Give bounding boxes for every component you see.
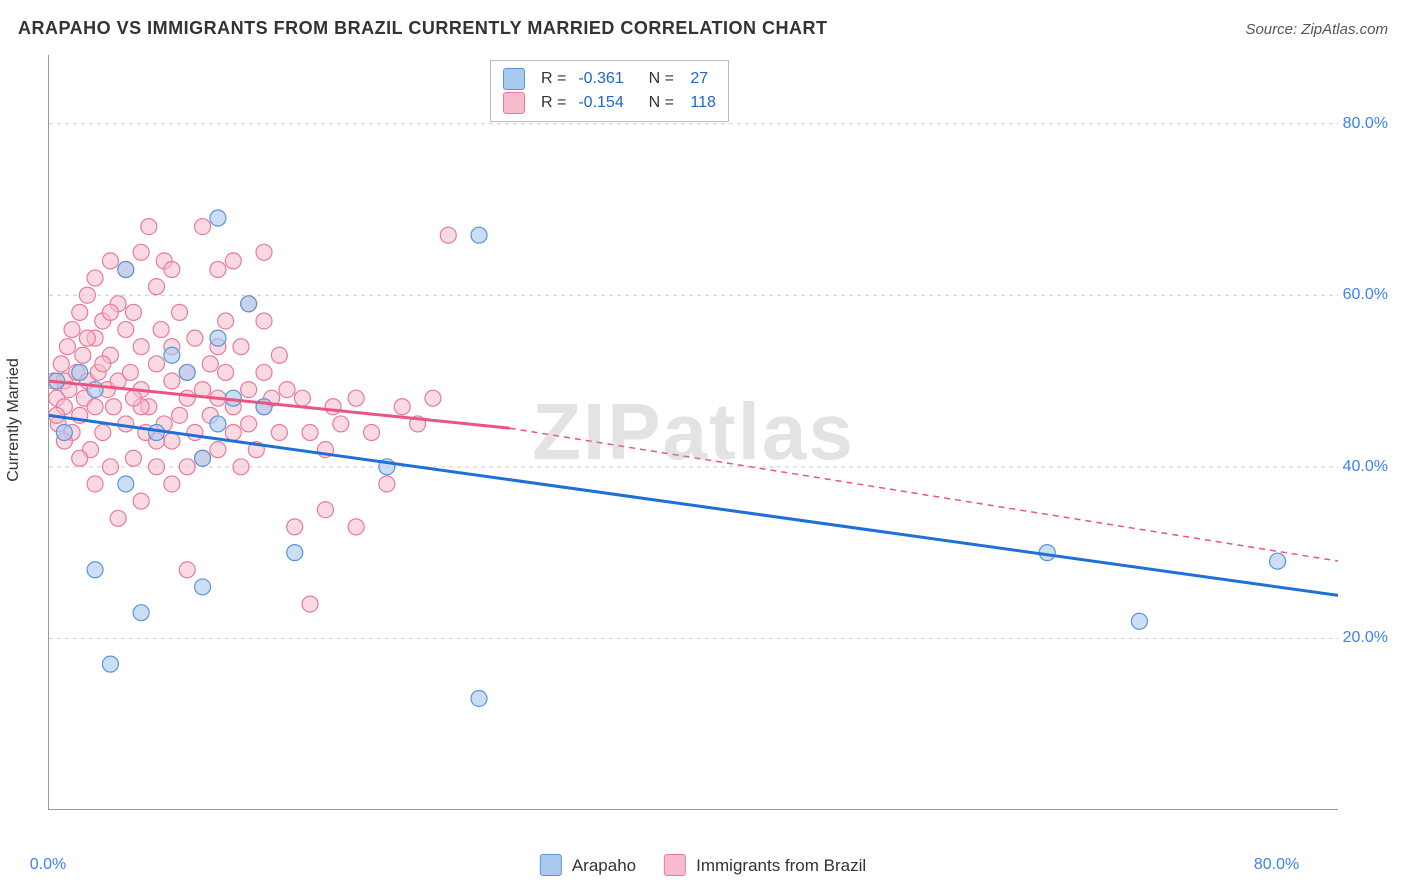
n-label: N = — [634, 91, 674, 115]
legend-swatch — [503, 68, 525, 90]
legend-item: Immigrants from Brazil — [664, 853, 866, 879]
n-value: 27 — [684, 67, 708, 91]
x-tick-label: 80.0% — [1254, 856, 1299, 874]
chart-header: ARAPAHO VS IMMIGRANTS FROM BRAZIL CURREN… — [18, 18, 1388, 39]
correlation-legend: R = -0.361 N = 27 R = -0.154 N = 118 — [490, 60, 729, 122]
y-axis-label: Currently Married — [5, 358, 23, 482]
series-legend: Arapaho Immigrants from Brazil — [540, 853, 866, 879]
x-tick-label: 0.0% — [30, 856, 66, 874]
n-value: 118 — [684, 91, 716, 115]
legend-row: R = -0.361 N = 27 — [503, 67, 716, 91]
legend-item: Arapaho — [540, 853, 636, 879]
chart-title: ARAPAHO VS IMMIGRANTS FROM BRAZIL CURREN… — [18, 18, 828, 39]
legend-label: Arapaho — [572, 853, 636, 879]
r-label: R = — [535, 91, 566, 115]
r-label: R = — [535, 67, 566, 91]
y-tick-label: 40.0% — [1343, 458, 1388, 476]
legend-swatch — [664, 854, 686, 876]
y-tick-label: 60.0% — [1343, 286, 1388, 304]
legend-swatch — [540, 854, 562, 876]
chart-svg — [49, 55, 1338, 809]
y-tick-label: 80.0% — [1343, 115, 1388, 133]
source-label: Source: ZipAtlas.com — [1245, 21, 1388, 38]
plot-area: ZIPatlas — [48, 55, 1338, 810]
r-value: -0.361 — [576, 67, 623, 91]
r-value: -0.154 — [576, 91, 623, 115]
n-label: N = — [634, 67, 674, 91]
chart-container: ARAPAHO VS IMMIGRANTS FROM BRAZIL CURREN… — [0, 0, 1406, 892]
legend-swatch — [503, 92, 525, 114]
legend-label: Immigrants from Brazil — [696, 853, 866, 879]
y-tick-label: 20.0% — [1343, 629, 1388, 647]
legend-row: R = -0.154 N = 118 — [503, 91, 716, 115]
